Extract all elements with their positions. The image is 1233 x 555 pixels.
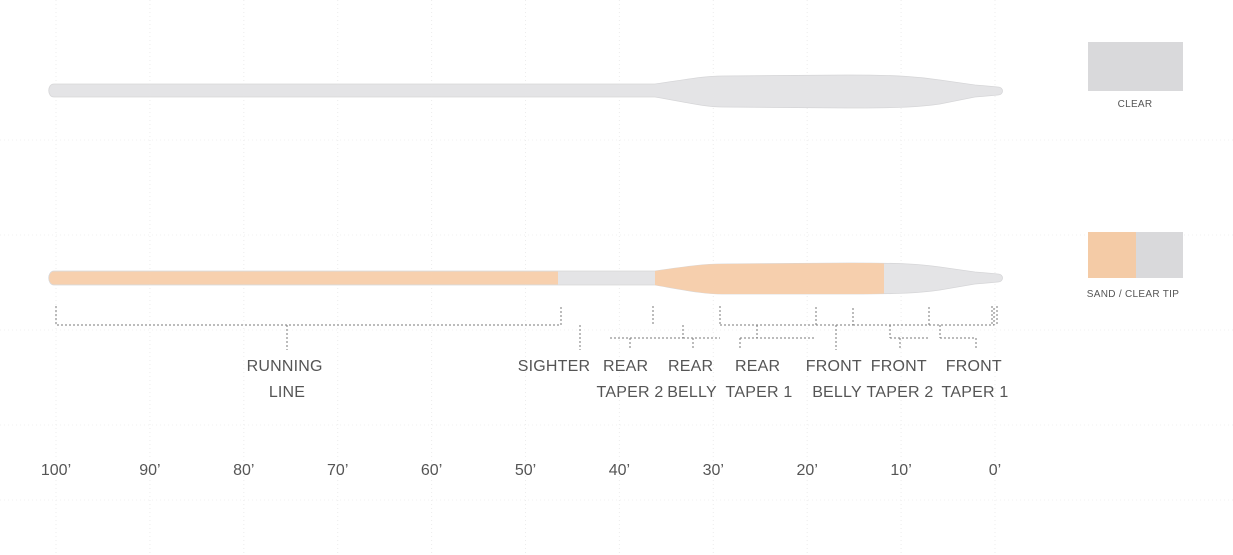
clear-swatch xyxy=(1088,42,1183,91)
axis-tick-label: 90’ xyxy=(139,462,160,479)
rear-belly-label: REAR BELLY xyxy=(667,358,718,401)
length-axis: 100’ 90’ 80’ 70’ 60’ 50’ 40’ 30’ 20’ 10’ 0’ xyxy=(41,462,1001,479)
clear-tip-swatch xyxy=(1136,232,1183,278)
clear-line-profile xyxy=(48,74,1003,109)
section-bracket xyxy=(55,306,562,326)
section-bracket xyxy=(929,306,998,350)
section-bracket xyxy=(682,306,721,350)
clear-line xyxy=(48,74,1003,109)
front-taper-1-label: FRONT TAPER 1 xyxy=(942,358,1009,401)
section-bracket xyxy=(853,306,930,350)
sand-swatch xyxy=(1088,232,1136,278)
clear-swatch-label: CLEAR xyxy=(1118,99,1153,110)
axis-tick-label: 10’ xyxy=(890,462,911,479)
sand-running-line xyxy=(49,271,558,285)
section-bracket xyxy=(816,306,854,350)
axis-tick-label: 0’ xyxy=(989,462,1001,479)
axis-tick-label: 40’ xyxy=(609,462,630,479)
sand-clear-tip-swatch-label: SAND / CLEAR TIP xyxy=(1087,289,1179,300)
axis-tick-label: 30’ xyxy=(703,462,724,479)
axis-tick-label: 80’ xyxy=(233,462,254,479)
front-taper-2-label: FRONT TAPER 2 xyxy=(867,358,934,401)
section-bracket xyxy=(610,306,684,350)
axis-tick-label: 60’ xyxy=(421,462,442,479)
axis-tick-label: 20’ xyxy=(797,462,818,479)
running-line-label: RUNNING LINE xyxy=(247,358,328,401)
section-bracket xyxy=(720,306,817,350)
rear-taper-1-label: REAR TAPER 1 xyxy=(726,358,793,401)
axis-tick-label: 50’ xyxy=(515,462,536,479)
section-labels: RUNNING LINE SIGHTER REAR TAPER 2 REAR B… xyxy=(247,358,1009,401)
rear-taper-2-label: REAR TAPER 2 xyxy=(597,358,664,401)
axis-tick-label: 100’ xyxy=(41,462,71,479)
axis-tick-label: 70’ xyxy=(327,462,348,479)
legend: CLEAR SAND / CLEAR TIP xyxy=(1087,42,1183,300)
sighter-label: SIGHTER xyxy=(518,358,591,375)
sand-head-section xyxy=(655,263,884,294)
sand-clear-tip-line xyxy=(48,262,1003,295)
section-brackets xyxy=(55,306,998,350)
front-belly-label: FRONT BELLY xyxy=(806,358,866,401)
